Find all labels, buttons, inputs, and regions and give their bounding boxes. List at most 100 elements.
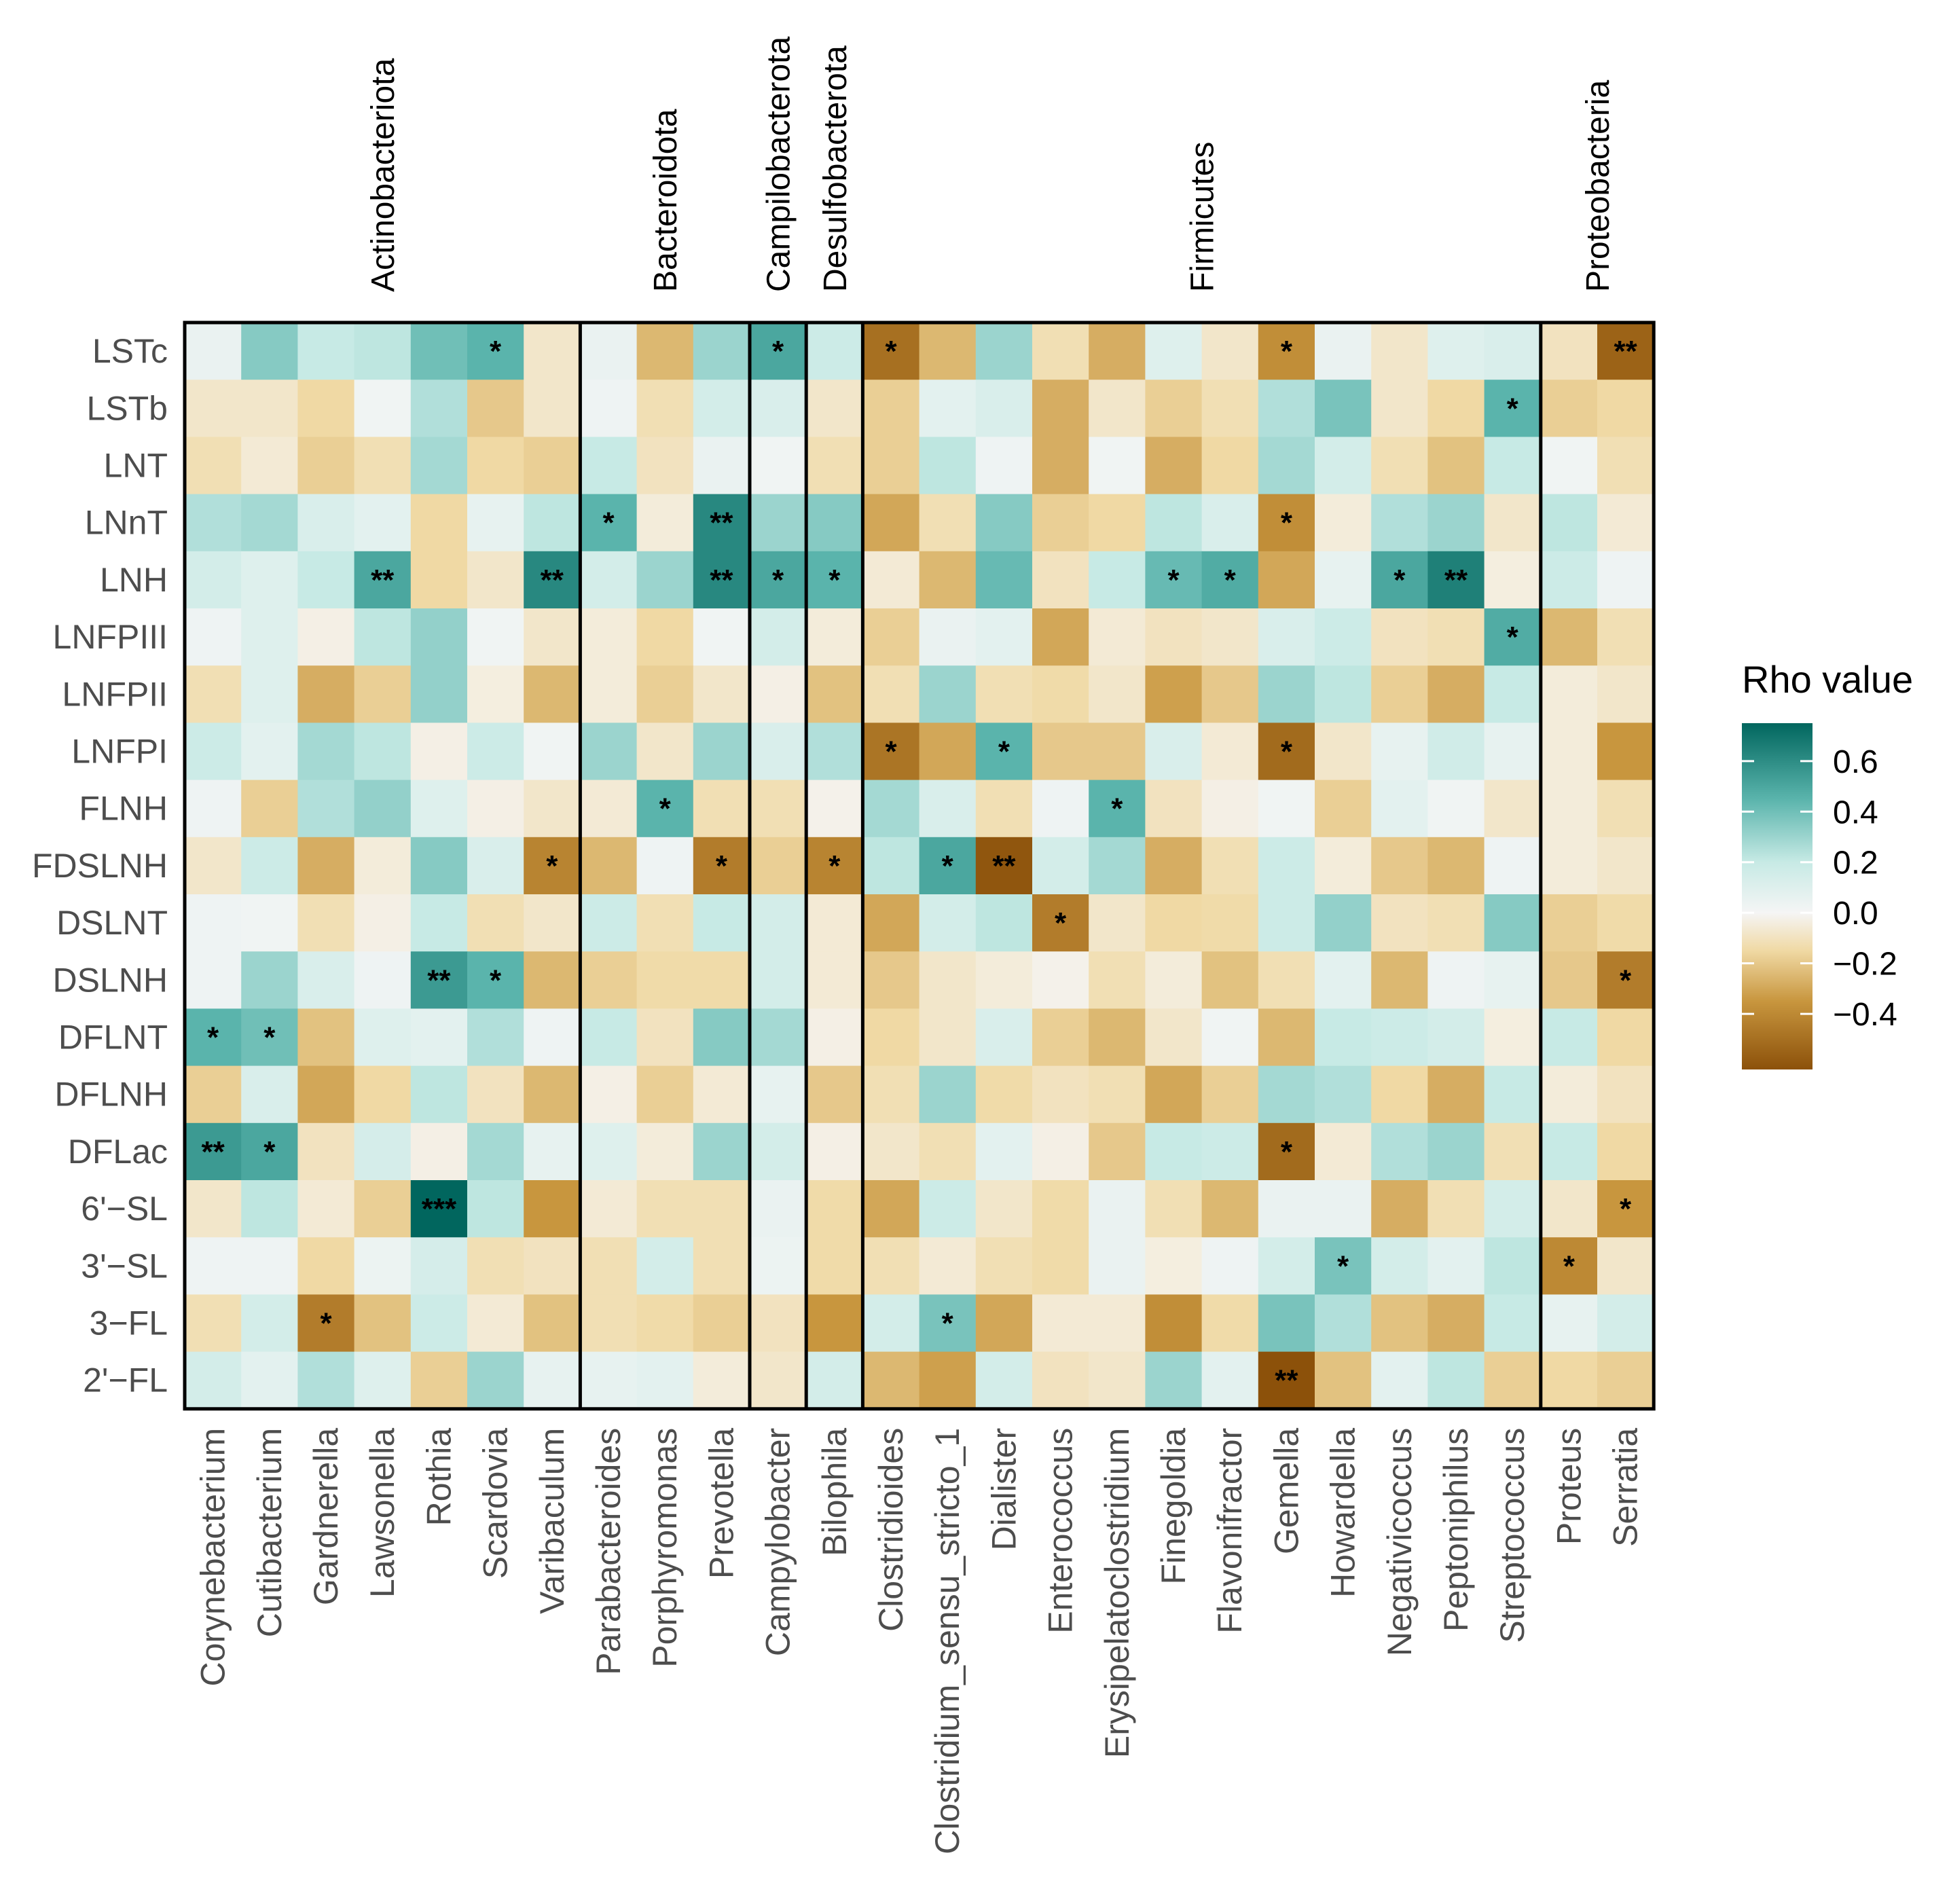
heatmap-cell <box>1540 437 1598 495</box>
heatmap-cell <box>1484 1294 1542 1353</box>
significance-mark: * <box>320 1307 332 1340</box>
heatmap-cell <box>524 1122 581 1181</box>
heatmap-cell <box>1201 437 1259 495</box>
heatmap-cell <box>1427 665 1485 723</box>
heatmap-cell <box>1258 1351 1315 1410</box>
heatmap-cell <box>975 665 1033 723</box>
heatmap-cell <box>1315 380 1372 437</box>
heatmap-cell <box>862 665 920 723</box>
heatmap-cell <box>1427 1065 1485 1124</box>
heatmap-cell <box>975 1180 1033 1238</box>
heatmap-cell <box>1145 1294 1203 1353</box>
heatmap-cell <box>1201 722 1259 781</box>
significance-mark: * <box>1394 564 1406 597</box>
heatmap-cell <box>806 1122 863 1181</box>
heatmap-cell <box>1371 1180 1428 1238</box>
heatmap-cell <box>1427 380 1485 437</box>
row-label: LNT <box>104 447 168 485</box>
heatmap-cell <box>524 494 581 552</box>
heatmap-cell <box>1484 1180 1542 1238</box>
heatmap-cell <box>1371 837 1428 895</box>
phylum-label: Proteobacteria <box>1580 80 1616 292</box>
heatmap-cell <box>636 1351 694 1410</box>
heatmap-cell <box>524 1237 581 1295</box>
heatmap-cell <box>1201 1008 1259 1067</box>
heatmap-cell <box>693 608 750 666</box>
column-label: Lawsonella <box>363 1428 401 1598</box>
heatmap-cell <box>467 951 524 1009</box>
heatmap-cell <box>1484 780 1542 838</box>
heatmap-cell <box>975 1122 1033 1181</box>
heatmap-cell <box>185 1351 242 1410</box>
heatmap-cell <box>1371 722 1428 781</box>
column-label: Enterococcus <box>1042 1428 1080 1634</box>
heatmap-cell <box>636 951 694 1009</box>
heatmap-cell <box>410 780 468 838</box>
heatmap-cell <box>862 1294 920 1353</box>
heatmap-cell <box>806 1008 863 1067</box>
heatmap-cell <box>1371 380 1428 437</box>
heatmap-cell <box>580 1180 638 1238</box>
heatmap-cell <box>693 1008 750 1067</box>
heatmap-cell <box>1597 665 1654 723</box>
heatmap-cell <box>919 608 977 666</box>
heatmap-cell <box>467 437 524 495</box>
heatmap-cell <box>467 665 524 723</box>
significance-mark: * <box>1281 507 1293 540</box>
heatmap-cell <box>1258 894 1315 952</box>
heatmap-cell <box>1201 1294 1259 1353</box>
column-label: Rothia <box>420 1428 458 1526</box>
heatmap-cell <box>410 1294 468 1353</box>
heatmap-cell <box>410 1351 468 1410</box>
heatmap-cell <box>241 722 298 781</box>
heatmap-cell <box>919 837 977 895</box>
heatmap-cell <box>241 1294 298 1353</box>
heatmap-cell <box>636 1237 694 1295</box>
heatmap-cell <box>241 780 298 838</box>
heatmap-cell <box>524 1180 581 1238</box>
heatmap-cell <box>354 1008 412 1067</box>
column-label: Dialister <box>985 1428 1023 1551</box>
heatmap-cell <box>1540 380 1598 437</box>
heatmap-cell <box>693 722 750 781</box>
heatmap-cell <box>1597 1122 1654 1181</box>
heatmap-cell <box>354 1294 412 1353</box>
heatmap-cell <box>919 323 977 380</box>
heatmap-cell <box>1145 1237 1203 1295</box>
heatmap-cell <box>806 437 863 495</box>
heatmap-cell <box>241 437 298 495</box>
row-label: LNH <box>100 561 168 599</box>
heatmap-cell <box>580 1065 638 1124</box>
heatmap-cell <box>862 951 920 1009</box>
heatmap-cell <box>975 380 1033 437</box>
heatmap-cell <box>241 494 298 552</box>
column-label: Negativicoccus <box>1381 1428 1419 1656</box>
heatmap-cell <box>297 380 355 437</box>
legend-title: Rho value <box>1742 658 1913 701</box>
heatmap-cell <box>1032 437 1089 495</box>
heatmap-cell <box>1315 494 1372 552</box>
heatmap-cell <box>919 380 977 437</box>
heatmap-cell <box>1484 1065 1542 1124</box>
heatmap-cell <box>806 323 863 380</box>
heatmap-cell <box>862 780 920 838</box>
heatmap-cell <box>1371 780 1428 838</box>
phylum-label: Actinobacteriota <box>365 58 401 292</box>
heatmap-cell <box>410 665 468 723</box>
heatmap-cell <box>467 494 524 552</box>
significance-mark: * <box>602 507 615 540</box>
legend: Rho value 0.6 0.4 0.2 0.0 −0.2 −0.4 <box>1742 658 1913 1069</box>
heatmap-cell <box>467 1065 524 1124</box>
heatmap-cell <box>1089 494 1146 552</box>
heatmap-cell <box>1089 837 1146 895</box>
heatmap-cell <box>1089 1008 1146 1067</box>
heatmap-cell <box>1427 1180 1485 1238</box>
significance-mark: * <box>1281 1135 1293 1169</box>
heatmap-cell <box>1032 1122 1089 1181</box>
significance-mark: * <box>546 849 558 883</box>
heatmap-cell <box>1315 951 1372 1009</box>
heatmap-cell <box>297 323 355 380</box>
heatmap-cell <box>580 323 638 380</box>
heatmap-cell <box>1597 722 1654 781</box>
heatmap-cell <box>1371 665 1428 723</box>
